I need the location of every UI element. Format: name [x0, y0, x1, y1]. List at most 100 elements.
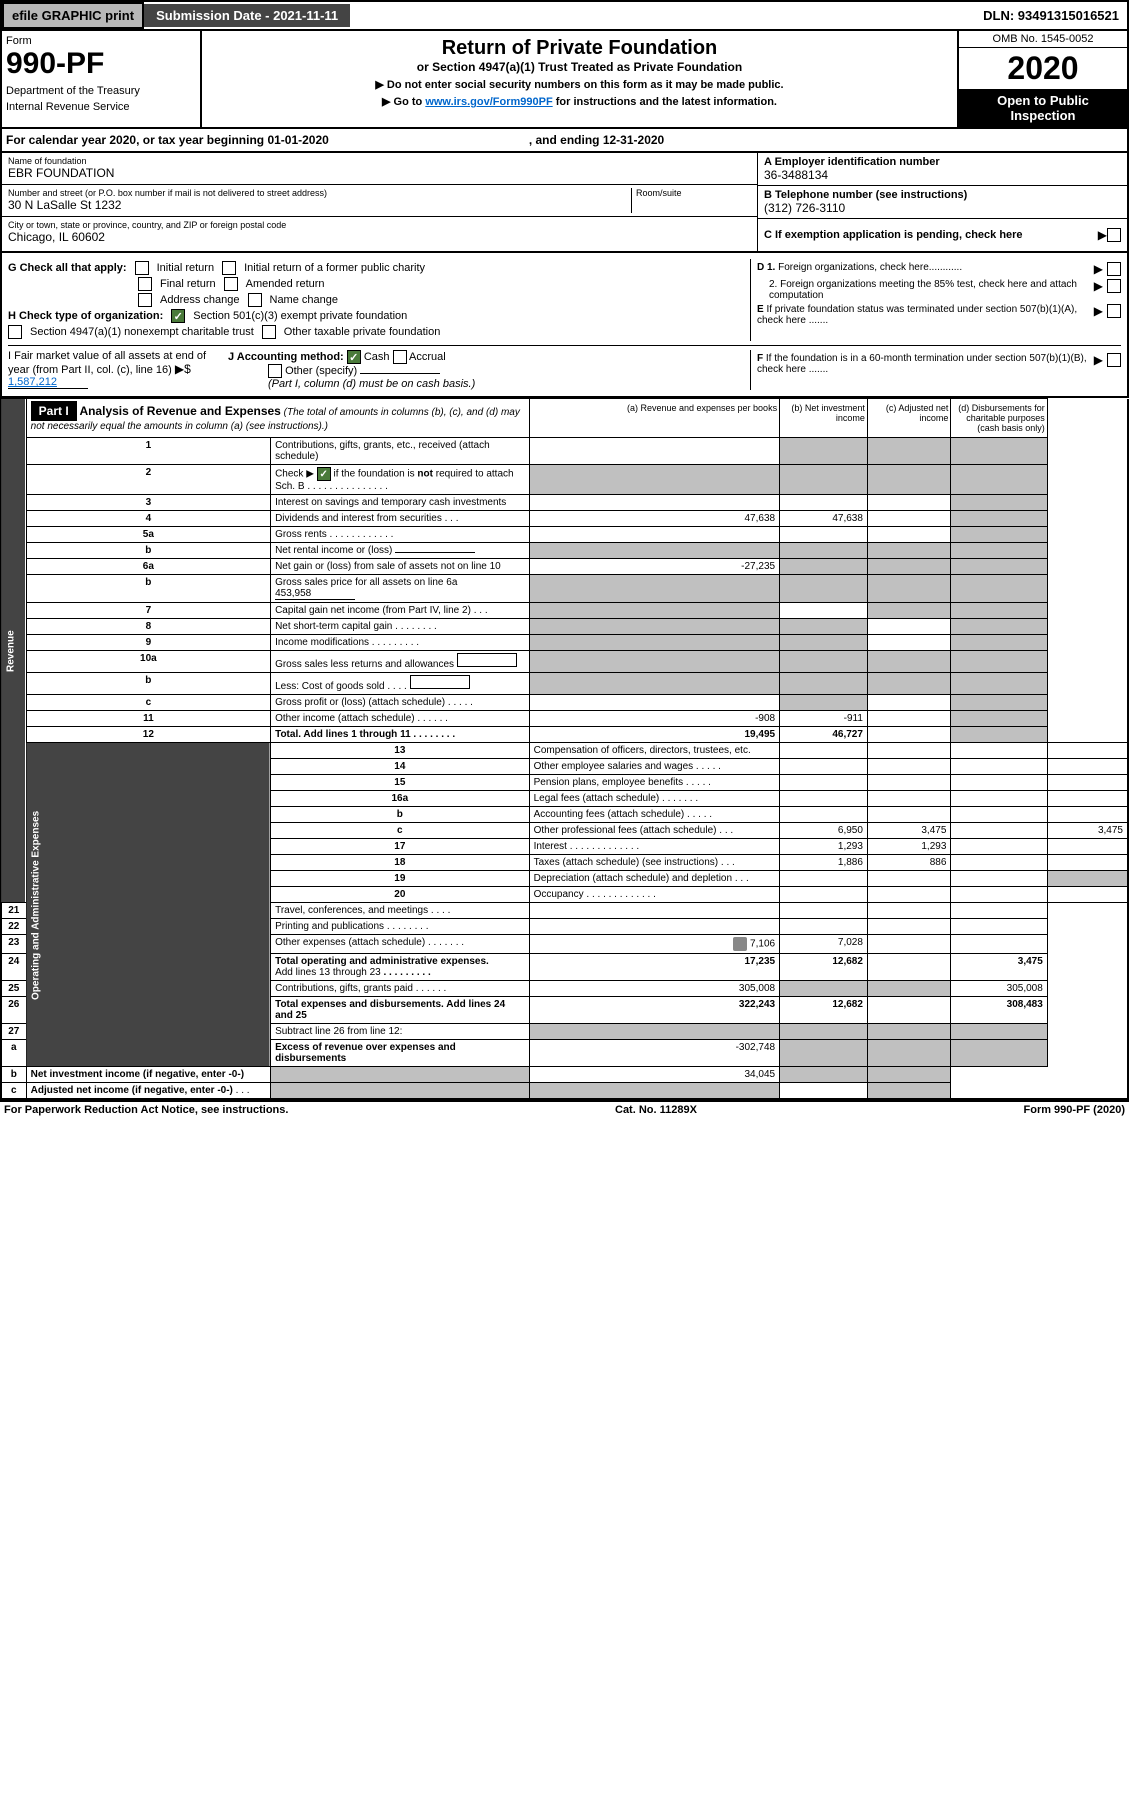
i-section: I Fair market value of all assets at end… [8, 350, 228, 390]
form-subtitle: or Section 4947(a)(1) Trust Treated as P… [208, 60, 951, 74]
info-right: A Employer identification number 36-3488… [757, 153, 1127, 251]
fmv-value[interactable]: 1,587,212 [8, 376, 88, 389]
row-9: 9Income modifications . . . . . . . . . [1, 635, 1128, 651]
h-4947-checkbox[interactable] [8, 325, 22, 339]
g-former-checkbox[interactable] [222, 261, 236, 275]
g-final-checkbox[interactable] [138, 277, 152, 291]
col-a-header: (a) Revenue and expenses per books [529, 399, 779, 438]
notice-link: ▶ Go to www.irs.gov/Form990PF for instru… [208, 95, 951, 108]
dln: DLN: 93491315016521 [975, 4, 1127, 27]
form-ref: Form 990-PF (2020) [1024, 1104, 1125, 1116]
arrow-icon: ▶ [1094, 353, 1103, 367]
g-initial-checkbox[interactable] [135, 261, 149, 275]
g-address-checkbox[interactable] [138, 293, 152, 307]
row-4: 4Dividends and interest from securities … [1, 511, 1128, 527]
g-row: G Check all that apply: Initial return I… [8, 261, 744, 275]
g-amended-checkbox[interactable] [224, 277, 238, 291]
arrow-icon: ▶ [1094, 304, 1103, 318]
d1-checkbox[interactable] [1107, 262, 1121, 276]
arrow-icon: ▶ [1094, 279, 1103, 293]
row-10a: 10aGross sales less returns and allowanc… [1, 651, 1128, 673]
form-title: Return of Private Foundation [208, 37, 951, 60]
e-item: E If private foundation status was termi… [757, 304, 1121, 326]
city-label: City or town, state or province, country… [8, 220, 751, 230]
cat-number: Cat. No. 11289X [615, 1104, 697, 1116]
g-row3: Address change Name change [138, 293, 744, 307]
f-checkbox[interactable] [1107, 353, 1121, 367]
h-501c3-checkbox[interactable] [171, 309, 185, 323]
name-cell: Name of foundation EBR FOUNDATION [2, 153, 757, 185]
c-cell: C If exemption application is pending, c… [758, 219, 1127, 251]
revenue-side-label: Revenue [1, 399, 26, 903]
cal-year-begin: For calendar year 2020, or tax year begi… [6, 133, 329, 147]
f-item: F If the foundation is in a 60-month ter… [757, 353, 1121, 375]
attachment-icon[interactable] [733, 937, 747, 951]
row-13: Operating and Administrative Expenses13C… [1, 743, 1128, 759]
j-section: J Accounting method: Cash Accrual Other … [228, 350, 744, 390]
city-cell: City or town, state or province, country… [2, 217, 757, 249]
j-accrual-checkbox[interactable] [393, 350, 407, 364]
row-8: 8Net short-term capital gain . . . . . .… [1, 619, 1128, 635]
ij-row: I Fair market value of all assets at end… [8, 350, 751, 390]
checks-section: G Check all that apply: Initial return I… [0, 253, 1129, 398]
dept-treasury: Department of the Treasury [6, 85, 196, 97]
name-label: Name of foundation [8, 156, 751, 166]
col-headers: Revenue Part I Analysis of Revenue and E… [1, 399, 1128, 438]
row-3: 3Interest on savings and temporary cash … [1, 495, 1128, 511]
arrow-icon: ▶ [1094, 262, 1103, 276]
d2-item: 2. Foreign organizations meeting the 85%… [757, 279, 1121, 301]
arrow-icon: ▶ [1098, 228, 1107, 242]
calendar-year-row: For calendar year 2020, or tax year begi… [0, 129, 1129, 153]
open-public: Open to Public Inspection [959, 89, 1127, 127]
row-6b: bGross sales price for all assets on lin… [1, 575, 1128, 603]
irs-label: Internal Revenue Service [6, 101, 196, 113]
header-right: OMB No. 1545-0052 2020 Open to Public In… [957, 31, 1127, 127]
schb-checkbox[interactable] [317, 467, 331, 481]
j-cash-checkbox[interactable] [347, 350, 361, 364]
address-label: Number and street (or P.O. box number if… [8, 188, 631, 198]
c-label: C If exemption application is pending, c… [764, 229, 1098, 241]
room-label: Room/suite [636, 188, 751, 198]
ein: 36-3488134 [764, 168, 1121, 182]
row-27b: bNet investment income (if negative, ent… [1, 1067, 1128, 1083]
row-7: 7Capital gain net income (from Part IV, … [1, 603, 1128, 619]
form-header: Form 990-PF Department of the Treasury I… [0, 31, 1129, 129]
city: Chicago, IL 60602 [8, 230, 751, 244]
row-1: 1Contributions, gifts, grants, etc., rec… [1, 438, 1128, 465]
h-other-checkbox[interactable] [262, 325, 276, 339]
j-other-checkbox[interactable] [268, 364, 282, 378]
phone-label: B Telephone number (see instructions) [764, 189, 1121, 201]
c-checkbox[interactable] [1107, 228, 1121, 242]
tax-year: 2020 [959, 48, 1127, 89]
address-cell: Number and street (or P.O. box number if… [2, 185, 757, 217]
omb-number: OMB No. 1545-0052 [959, 31, 1127, 48]
col-d-header: (d) Disbursements for charitable purpose… [951, 399, 1047, 438]
header-center: Return of Private Foundation or Section … [202, 31, 957, 127]
d2-checkbox[interactable] [1107, 279, 1121, 293]
checks-left: G Check all that apply: Initial return I… [8, 259, 751, 341]
col-c-header: (c) Adjusted net income [867, 399, 950, 438]
form-number: 990-PF [6, 47, 196, 81]
row-10b: bLess: Cost of goods sold . . . . [1, 673, 1128, 695]
row-6a: 6aNet gain or (loss) from sale of assets… [1, 559, 1128, 575]
checks-right: D 1. Foreign organizations, check here..… [751, 259, 1121, 341]
notice-ssn: ▶ Do not enter social security numbers o… [208, 78, 951, 91]
row-11: 11Other income (attach schedule) . . . .… [1, 711, 1128, 727]
top-bar: efile GRAPHIC print Submission Date - 20… [0, 0, 1129, 31]
g-name-checkbox[interactable] [248, 293, 262, 307]
row-27c: cAdjusted net income (if negative, enter… [1, 1083, 1128, 1100]
d1-item: D 1. Foreign organizations, check here..… [757, 262, 1121, 276]
efile-button[interactable]: efile GRAPHIC print [2, 2, 144, 29]
address: 30 N LaSalle St 1232 [8, 198, 631, 212]
g-row2: Final return Amended return [138, 277, 744, 291]
ein-label: A Employer identification number [764, 156, 1121, 168]
irs-link[interactable]: www.irs.gov/Form990PF [425, 96, 552, 108]
phone-cell: B Telephone number (see instructions) (3… [758, 186, 1127, 219]
row-5b: bNet rental income or (loss) [1, 543, 1128, 559]
submission-date: Submission Date - 2021-11-11 [144, 4, 350, 27]
f-section: F If the foundation is in a 60-month ter… [751, 350, 1121, 390]
h-row2: Section 4947(a)(1) nonexempt charitable … [8, 325, 744, 339]
expenses-side-label: Operating and Administrative Expenses [26, 743, 270, 1067]
phone: (312) 726-3110 [764, 201, 1121, 215]
e-checkbox[interactable] [1107, 304, 1121, 318]
